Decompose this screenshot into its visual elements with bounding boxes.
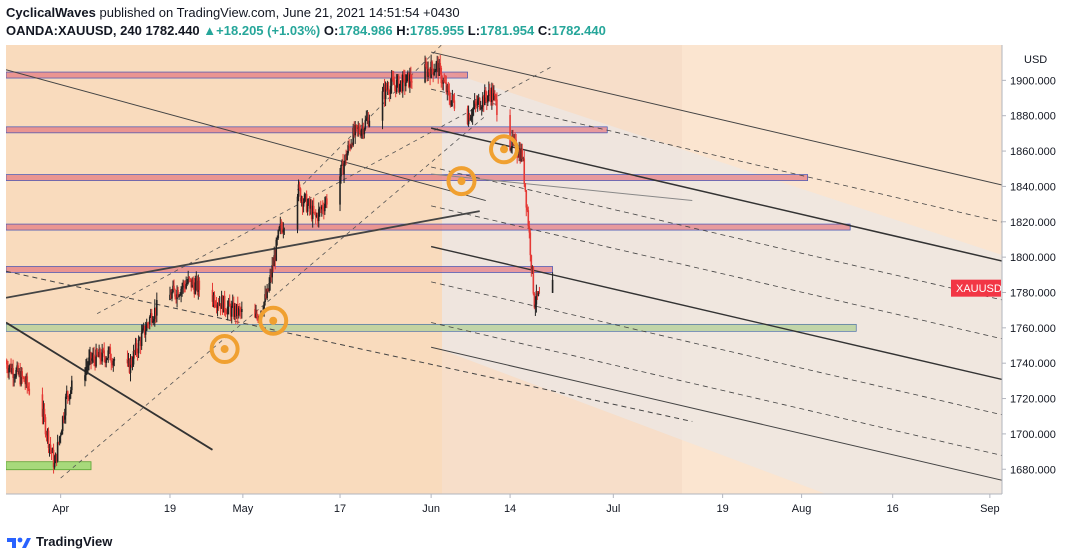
publish-line: CyclicalWaves published on TradingView.c… — [6, 4, 606, 22]
y-tick-label: 1900.000 — [1010, 75, 1056, 87]
y-tick-label: 1840.000 — [1010, 181, 1056, 193]
price-tag-box — [951, 279, 1001, 297]
target-circle-icon[interactable] — [489, 134, 519, 165]
rising-channel-mid[interactable] — [96, 65, 553, 315]
close-value: 1782.440 — [551, 23, 606, 38]
y-tick-label: 1760.000 — [1010, 323, 1056, 335]
y-tick-label: 1680.000 — [1010, 464, 1056, 476]
x-tick-label: 14 — [504, 503, 516, 515]
resistance-zone[interactable] — [6, 126, 608, 134]
x-axis[interactable]: Apr 19 May 17 Jun 14 Jul 19 Aug 16 Sep — [52, 494, 1000, 515]
descending-channel-line[interactable] — [431, 166, 1020, 304]
x-tick-label: 17 — [334, 503, 346, 515]
chart-header: CyclicalWaves published on TradingView.c… — [6, 4, 606, 40]
descending-channel-line[interactable] — [431, 51, 1020, 189]
currency-box — [1012, 51, 1048, 67]
target-circle-icon[interactable] — [446, 166, 477, 197]
descending-channel-line[interactable] — [431, 346, 1020, 484]
x-tick-label: 19 — [164, 503, 176, 515]
y-tick-label: 1800.000 — [1010, 252, 1056, 264]
price-tag: XAUUSD — [951, 279, 1002, 297]
y-tick-label: 1740.000 — [1010, 358, 1056, 370]
resistance-zone[interactable] — [6, 71, 468, 79]
quote-line: OANDA:XAUUSD, 240 1782.440 ▲+18.205 (+1.… — [6, 22, 606, 40]
descending-channel-line[interactable] — [431, 322, 1020, 460]
descending-channel-line[interactable] — [431, 281, 1020, 419]
rising-channel-lower[interactable] — [60, 115, 487, 479]
x-tick-label: Sep — [980, 503, 1000, 515]
publish-info: published on TradingView.com, June 21, 2… — [99, 5, 460, 20]
x-tick-label: 16 — [887, 503, 899, 515]
high-label: H: — [396, 23, 410, 38]
y-tick-label: 1880.000 — [1010, 111, 1056, 123]
x-tick-label: Jul — [606, 503, 620, 515]
target-dot-icon — [269, 316, 278, 325]
long-downtrend-dashed[interactable] — [6, 270, 693, 423]
y-tick-label: 1780.000 — [1010, 287, 1056, 299]
tradingview-footer[interactable]: TradingView — [6, 534, 112, 549]
y-axis[interactable]: 1900.000 1880.000 1860.000 1840.000 1820.000… — [1002, 75, 1056, 476]
close-label: C: — [537, 23, 552, 38]
open-label: O: — [323, 23, 339, 38]
target-dot-icon — [500, 145, 508, 154]
target-dot-icon — [220, 345, 229, 354]
publisher-name[interactable]: CyclicalWaves — [6, 5, 96, 20]
low-label: L: — [467, 23, 481, 38]
target-circle-icon[interactable] — [209, 334, 240, 365]
rising-channel-upper[interactable] — [297, 31, 456, 191]
y-tick-label: 1820.000 — [1010, 217, 1056, 229]
support-zone[interactable] — [6, 323, 857, 332]
tradingview-logo-icon — [7, 537, 31, 548]
descending-channel-line[interactable] — [430, 127, 1020, 265]
price-change: +18.205 (+1.03%) — [216, 23, 321, 38]
resistance-zone[interactable] — [6, 266, 553, 273]
last-price: 1782.440 — [145, 23, 200, 38]
y-tick-label: 1860.000 — [1010, 146, 1056, 158]
low-value: 1781.954 — [480, 23, 535, 38]
x-tick-label: 19 — [717, 503, 729, 515]
short-downtrend-line[interactable] — [6, 321, 213, 451]
x-tick-label: Aug — [792, 503, 812, 515]
y-tick-label: 1700.000 — [1010, 429, 1056, 441]
price-tag-label: XAUUSD — [956, 283, 1002, 295]
target-circle-icon[interactable] — [258, 305, 289, 336]
x-tick-label: Jun — [422, 503, 440, 515]
x-tick-label: Apr — [52, 503, 69, 515]
target-dot-icon — [457, 177, 466, 186]
y-tick-label: 1720.000 — [1010, 394, 1056, 406]
up-arrow-icon: ▲ — [203, 23, 217, 38]
long-downtrend-line[interactable] — [6, 69, 486, 202]
low-support-zone[interactable] — [6, 461, 92, 471]
open-value: 1784.986 — [338, 23, 393, 38]
x-tick-label: May — [232, 503, 253, 515]
currency-label: USD — [1024, 54, 1047, 66]
symbol-label[interactable]: OANDA:XAUUSD, 240 — [6, 23, 142, 38]
descending-channel-line[interactable] — [430, 245, 1020, 384]
tradingview-brand: TradingView — [36, 534, 113, 549]
resistance-zone[interactable] — [6, 174, 809, 181]
high-value: 1785.955 — [409, 23, 465, 38]
descending-channel-line[interactable] — [431, 88, 1020, 226]
resistance-zone[interactable] — [6, 223, 851, 231]
rising-resistance-line[interactable] — [6, 210, 480, 299]
